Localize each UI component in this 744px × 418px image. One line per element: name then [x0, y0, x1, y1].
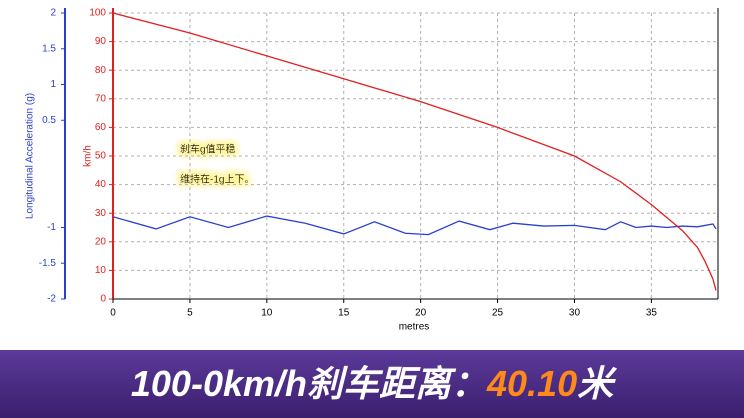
y-tick-label: 1	[50, 79, 56, 90]
banner-prefix: 100-0km/h刹车距离：	[131, 363, 487, 404]
y-tick-label: -1.5	[39, 258, 57, 269]
y2-tick-label: 10	[95, 265, 107, 276]
y-tick-label: 2	[50, 8, 56, 19]
y2-tick-label: 80	[95, 65, 107, 76]
y2-axis-label: km/h	[83, 145, 94, 167]
y2-tick-label: 50	[95, 151, 107, 162]
y2-tick-label: 60	[95, 122, 107, 133]
banner-suffix: 米	[577, 363, 617, 404]
y2-tick-label: 20	[95, 236, 107, 247]
y2-tick-label: 70	[95, 93, 107, 104]
x-tick-label: 10	[261, 308, 273, 319]
x-axis-label: metres	[399, 322, 430, 333]
series-line	[112, 215, 717, 236]
y-tick-label: -1	[47, 222, 56, 233]
y-tick-label: -2	[47, 294, 56, 305]
y2-tick-label: 30	[95, 208, 107, 219]
series-line	[112, 12, 717, 291]
banner: 100-0km/h刹车距离：40.10米	[131, 363, 617, 404]
banner-value: 40.10	[486, 363, 577, 404]
y-axis-label: Longitudinal Acceleration (g)	[25, 93, 36, 219]
y-tick-label: 0.5	[42, 115, 56, 126]
annotation: 刹车g值平稳	[180, 143, 236, 156]
y2-tick-label: 90	[95, 36, 107, 47]
y2-tick-label: 100	[89, 8, 106, 19]
y2-tick-label: 0	[100, 294, 106, 305]
x-tick-label: 35	[646, 308, 658, 319]
x-tick-label: 0	[110, 308, 116, 319]
y2-tick-label: 40	[95, 179, 107, 190]
banner-bg	[0, 350, 744, 418]
x-tick-label: 25	[492, 308, 504, 319]
annotation: 维持在-1g上下。	[180, 173, 254, 186]
x-tick-label: 30	[569, 308, 581, 319]
x-tick-label: 20	[415, 308, 427, 319]
x-tick-label: 15	[338, 308, 350, 319]
y-tick-label: 1.5	[42, 43, 56, 54]
x-tick-label: 5	[187, 308, 193, 319]
